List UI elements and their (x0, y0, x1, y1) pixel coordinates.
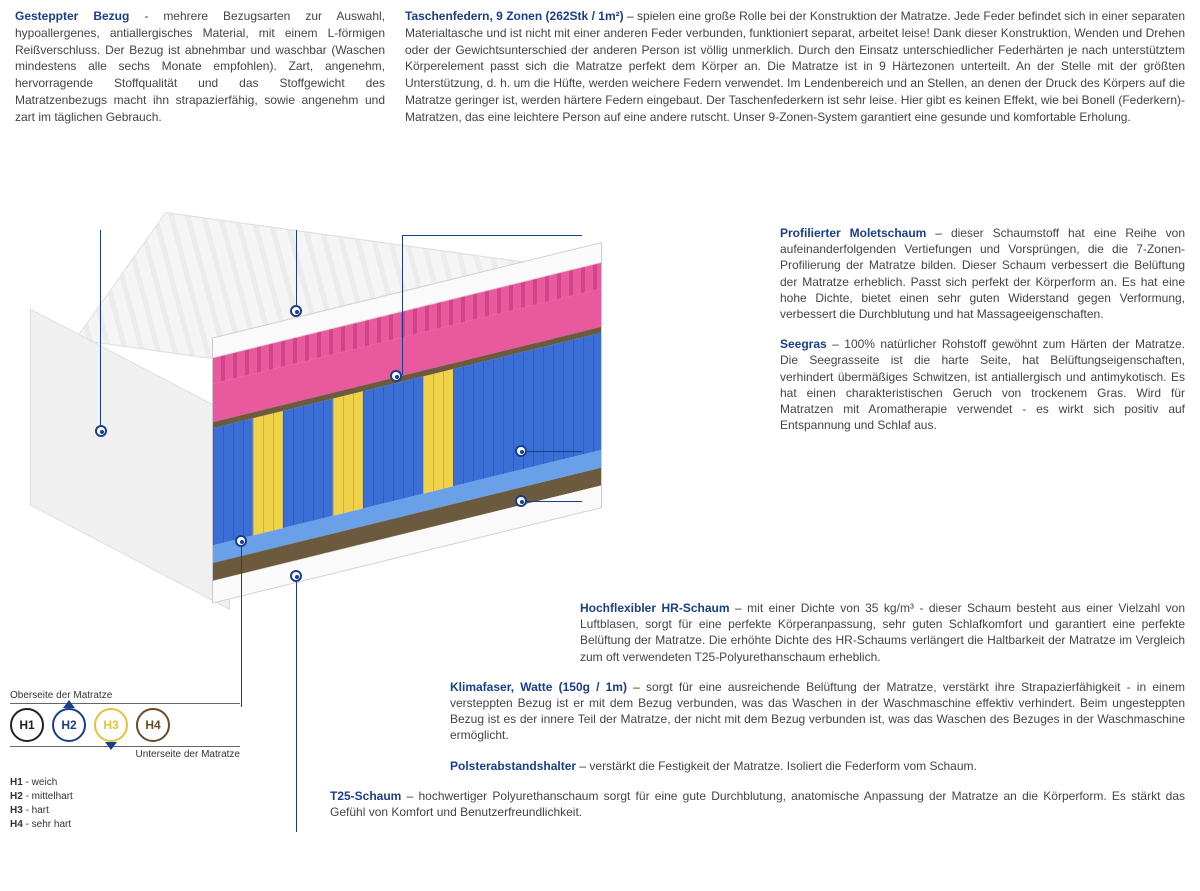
mattress-3d (60, 233, 540, 588)
hardness-def-row: H2 - mittelhart (10, 790, 240, 804)
callout-hr-foam: Hochflexibler HR-Schaum – mit einer Dich… (580, 600, 1185, 665)
sep: – (926, 226, 951, 240)
dot-springs (515, 495, 527, 507)
sep: – (627, 680, 646, 694)
callout-t25: T25-Schaum – hochwertiger Polyurethansch… (330, 788, 1185, 820)
sep: – (576, 759, 589, 773)
sep: - (129, 9, 163, 23)
dot-profiled (390, 370, 402, 382)
hardness-def-row: H4 - sehr hart (10, 818, 240, 832)
callout-spacer: Polsterabstandshalter – verstärkt die Fe… (450, 758, 1185, 774)
hardness-definitions: H1 - weichH2 - mittelhartH3 - hartH4 - s… (10, 776, 240, 832)
lower-callouts: Hochflexibler HR-Schaum – mit einer Dich… (330, 600, 1185, 834)
callout-body: hochwertiger Polyurethanschaum sorgt für… (330, 789, 1185, 819)
dot-t25 (290, 570, 302, 582)
hardness-circle-h4: H4 (136, 708, 170, 742)
callout-springs: Taschenfedern, 9 Zonen (262Stk / 1m²) – … (405, 8, 1185, 126)
dot-seagrass (515, 445, 527, 457)
callout-body: 100% natürlicher Rohstoff gewöhnt zum Hä… (780, 337, 1185, 432)
hardness-code: H2 (10, 791, 23, 802)
callout-klimafaser: Klimafaser, Watte (150g / 1m) – sorgt fü… (450, 679, 1185, 744)
legend-bottom-label: Unterseite der Matratze (10, 749, 240, 760)
callout-body: dieser Schaumstoff hat eine Reihe von au… (780, 226, 1185, 321)
hardness-def-row: H1 - weich (10, 776, 240, 790)
hardness-legend: Oberseite der Matratze H1H2H3H4 Untersei… (10, 690, 240, 832)
sep: – (730, 601, 748, 615)
hardness-label: - mittelhart (23, 791, 73, 802)
callout-title: Taschenfedern, 9 Zonen (262Stk / 1m²) (405, 9, 624, 23)
callout-profiled-foam: Profilierter Moletschaum – dieser Schaum… (780, 225, 1185, 322)
hardness-circle-h3: H3 (94, 708, 128, 742)
hardness-label: - hart (23, 805, 49, 816)
leader-line (296, 230, 297, 305)
dot-hr (235, 535, 247, 547)
callout-body: mehrere Bezugsarten zur Auswahl, hypoall… (15, 9, 385, 124)
sep: – (827, 337, 845, 351)
leader-line (402, 235, 403, 375)
callout-title: Seegras (780, 337, 827, 351)
hardness-circles: H1H2H3H4 (10, 708, 240, 742)
divider (10, 746, 240, 747)
leader-line (100, 230, 101, 425)
leader-line (296, 582, 297, 832)
mattress-diagram (10, 230, 570, 630)
callout-body: spielen eine große Rolle bei der Konstru… (405, 9, 1185, 124)
sep: – (401, 789, 418, 803)
hardness-code: H1 (10, 777, 23, 788)
hardness-circle-h2: H2 (52, 708, 86, 742)
callout-title: Gesteppter Bezug (15, 9, 129, 23)
callout-title: Klimafaser, Watte (150g / 1m) (450, 680, 627, 694)
hardness-def-row: H3 - hart (10, 804, 240, 818)
dot-cover (95, 425, 107, 437)
leader-line (527, 501, 582, 502)
divider (10, 703, 240, 704)
leader-line (402, 235, 582, 236)
top-paragraphs: Gesteppter Bezug - mehrere Bezugsarten z… (0, 0, 1200, 126)
hardness-code: H3 (10, 805, 23, 816)
hardness-label: - weich (23, 777, 57, 788)
sep: – (624, 9, 637, 23)
callout-cover: Gesteppter Bezug - mehrere Bezugsarten z… (15, 8, 385, 126)
callout-seagrass: Seegras – 100% natürlicher Rohstoff gewö… (780, 336, 1185, 433)
leader-line (527, 451, 582, 452)
dot-springs-top (290, 305, 302, 317)
hardness-code: H4 (10, 819, 23, 830)
callout-title: T25-Schaum (330, 789, 401, 803)
callout-title: Profilierter Moletschaum (780, 226, 926, 240)
hardness-label: - sehr hart (23, 819, 71, 830)
callout-title: Polsterabstandshalter (450, 759, 576, 773)
right-callouts: Profilierter Moletschaum – dieser Schaum… (580, 225, 1185, 447)
callout-title: Hochflexibler HR-Schaum (580, 601, 730, 615)
hardness-circle-h1: H1 (10, 708, 44, 742)
callout-body: verstärkt die Festigkeit der Matratze. I… (589, 759, 976, 773)
leader-line (241, 547, 242, 707)
legend-top-label: Oberseite der Matratze (10, 690, 240, 701)
